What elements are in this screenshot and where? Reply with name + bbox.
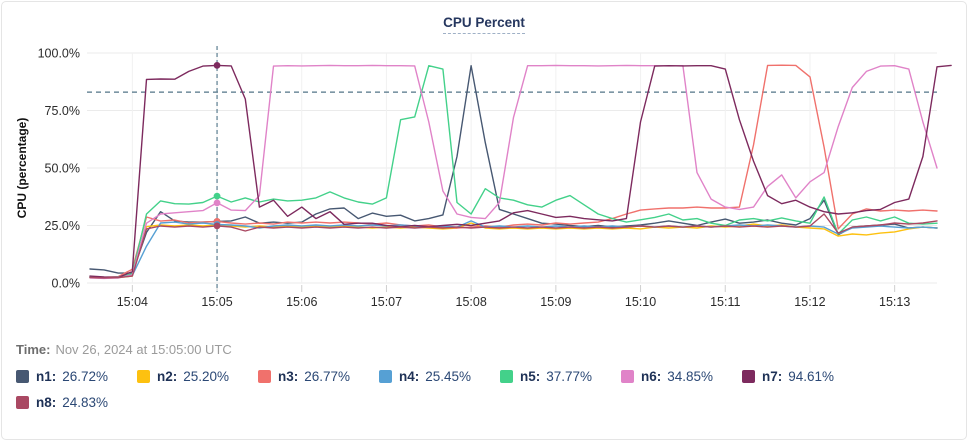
legend-item-n1[interactable]: n1: 26.72% [16, 369, 137, 384]
x-tick-label: 15:11 [710, 295, 740, 309]
legend-label: n6: [641, 369, 662, 384]
series-line-n8 [89, 213, 938, 279]
series-line-n6 [89, 64, 938, 280]
legend-value: 34.85% [667, 369, 714, 384]
x-tick-label: 15:07 [371, 295, 402, 309]
legend-swatch [16, 396, 29, 409]
time-value: Nov 26, 2024 at 15:05:00 UTC [55, 342, 232, 357]
legend-value: 25.45% [425, 369, 472, 384]
legend-swatch [137, 370, 150, 383]
time-row: Time: Nov 26, 2024 at 15:05:00 UTC [16, 342, 966, 357]
chart-title[interactable]: CPU Percent [443, 15, 525, 34]
x-tick-label: 15:04 [117, 295, 148, 309]
chart-legend: n1: 26.72% n2: 25.20% n3: 26.77% n4: 25.45% n5: 3… [16, 369, 952, 410]
legend-row: n1: 26.72% n2: 25.20% n3: 26.77% n4: 25.45% n5: 3… [16, 369, 952, 384]
cpu-chart-svg[interactable]: 0.0% 25.0% 50.0% 75.0% 100.0% 15:04 15:05 15:06… [2, 40, 967, 312]
legend-item-n6[interactable]: n6: 34.85% [621, 369, 742, 384]
legend-value: 37.77% [546, 369, 593, 384]
legend-row: n8: 24.83% [16, 395, 952, 410]
legend-label: n7: [762, 369, 783, 384]
legend-label: n4: [399, 369, 420, 384]
legend-label: n8: [36, 395, 57, 410]
legend-swatch [742, 370, 755, 383]
x-tick-label: 15:09 [540, 295, 571, 309]
legend-item-n5[interactable]: n5: 37.77% [500, 369, 621, 384]
legend-item-n7[interactable]: n7: 94.61% [742, 369, 863, 384]
chart-title-row: CPU Percent [2, 2, 966, 40]
legend-swatch [621, 370, 634, 383]
x-tick-label: 15:13 [879, 295, 910, 309]
legend-value: 24.83% [62, 395, 109, 410]
legend-swatch [16, 370, 29, 383]
x-tick-label: 15:12 [794, 295, 825, 309]
time-label: Time: [16, 342, 51, 357]
y-tick-label: 0.0% [52, 277, 81, 291]
legend-label: n3: [278, 369, 299, 384]
legend-value: 94.61% [788, 369, 835, 384]
y-tick-label: 75.0% [45, 104, 80, 118]
series-line-n5 [89, 65, 938, 279]
legend-swatch [258, 370, 271, 383]
legend-item-n2[interactable]: n2: 25.20% [137, 369, 258, 384]
series-line-n1 [89, 65, 938, 274]
x-tick-label: 15:10 [625, 295, 656, 309]
legend-label: n2: [157, 369, 178, 384]
crosshair-dot-n5 [213, 192, 221, 200]
series-line-n3 [89, 64, 938, 279]
legend-value: 25.20% [183, 369, 230, 384]
y-tick-label: 100.0% [38, 47, 80, 61]
legend-value: 26.72% [62, 369, 109, 384]
x-tick-label: 15:06 [286, 295, 317, 309]
legend-swatch [379, 370, 392, 383]
legend-swatch [500, 370, 513, 383]
x-tick-label: 15:08 [456, 295, 487, 309]
crosshair-dot-n8 [213, 222, 221, 230]
crosshair-dot-n7 [213, 61, 221, 69]
legend-item-n4[interactable]: n4: 25.45% [379, 369, 500, 384]
series-line-n7 [89, 64, 952, 279]
legend-label: n5: [520, 369, 541, 384]
legend-item-n3[interactable]: n3: 26.77% [258, 369, 379, 384]
crosshair-dot-n6 [213, 199, 221, 207]
y-tick-label: 50.0% [45, 162, 80, 176]
y-axis-title: CPU (percentage) [15, 118, 29, 219]
x-tick-label: 15:05 [201, 295, 232, 309]
y-tick-label: 25.0% [45, 219, 80, 233]
legend-value: 26.77% [304, 369, 351, 384]
legend-item-n8[interactable]: n8: 24.83% [16, 395, 137, 410]
legend-label: n1: [36, 369, 57, 384]
